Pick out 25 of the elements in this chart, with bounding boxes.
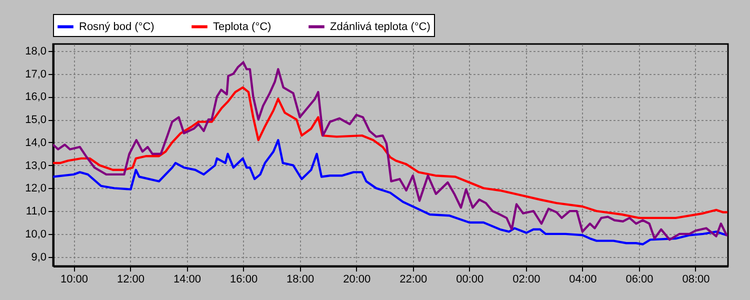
y-tick-label: 15,0	[25, 114, 46, 126]
x-tick-label: 22:00	[400, 274, 428, 286]
y-tick-label: 14,0	[25, 136, 46, 149]
x-tick-label: 14:00	[174, 274, 202, 286]
x-tick-label: 00:00	[456, 274, 484, 286]
x-tick-label: 02:00	[512, 274, 540, 286]
x-tick-label: 18:00	[286, 274, 314, 286]
x-tick-label: 10:00	[60, 274, 88, 286]
y-tick-label: 12,0	[25, 182, 46, 195]
legend-label: Rosný bod (°C)	[79, 20, 154, 33]
y-tick-label: 9,0	[31, 251, 46, 264]
y-tick-label: 10,0	[25, 228, 46, 240]
x-tick-label: 12:00	[116, 274, 145, 286]
legend-label: Teplota (°C)	[213, 20, 272, 33]
y-tick-label: 11,0	[26, 206, 46, 218]
y-tick-label: 17,0	[25, 68, 46, 80]
y-tick-label: 16,0	[25, 91, 46, 104]
x-tick-label: 16:00	[230, 274, 258, 286]
x-tick-label: 20:00	[343, 274, 371, 286]
legend-label: Zdánlivá teplota (°C)	[330, 20, 430, 33]
x-tick-label: 04:00	[569, 274, 597, 286]
y-tick-label: 18,0	[25, 45, 46, 58]
y-tick-label: 13,0	[25, 160, 46, 172]
x-tick-label: 06:00	[626, 274, 654, 286]
x-tick-label: 08:00	[682, 274, 710, 286]
